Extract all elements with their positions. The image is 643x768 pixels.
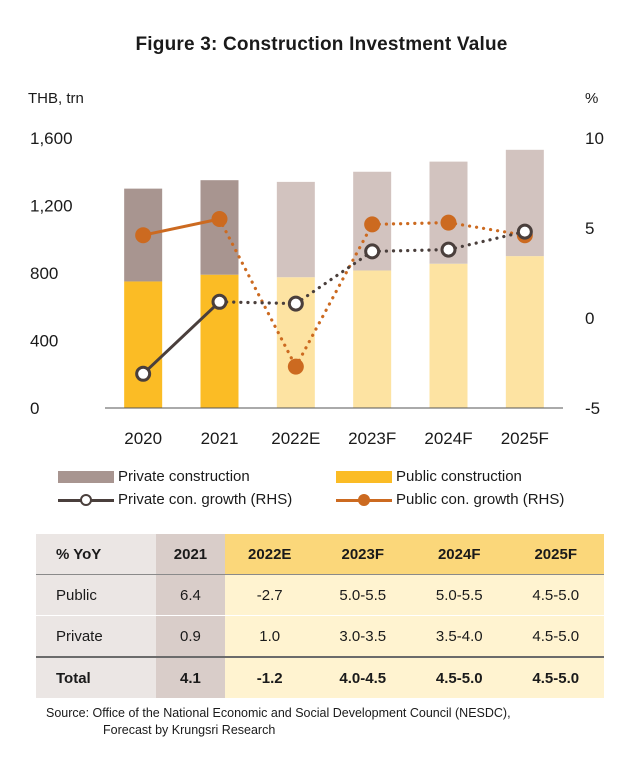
- x-tick-label: 2025F: [501, 429, 549, 448]
- source-note: Source: Office of the National Economic …: [46, 705, 511, 739]
- bar-private-construction: [276, 181, 315, 278]
- table-row: Public 6.4 -2.7 5.0-5.5 5.0-5.5 4.5-5.0: [36, 574, 604, 616]
- table-header-cell: % YoY: [36, 534, 156, 575]
- table-cell: 3.0-3.5: [314, 615, 411, 657]
- table-cell: 4.1: [156, 656, 225, 698]
- legend-swatch-public-growth: [336, 493, 392, 506]
- y-left-tick-label: 800: [30, 264, 58, 283]
- table-cell: -1.2: [224, 656, 315, 698]
- bar-public-construction: [124, 281, 163, 408]
- y-right-tick-label: -5: [585, 399, 600, 418]
- public-growth-point: [440, 214, 457, 231]
- legend-label-public-growth: Public con. growth (RHS): [396, 491, 565, 508]
- public-growth-point: [211, 211, 228, 227]
- private-growth-segment: [370, 248, 451, 253]
- bar-public-construction: [505, 256, 544, 408]
- private-growth-segment: [446, 230, 527, 252]
- legend-label-private-construction: Private construction: [118, 468, 250, 485]
- table-row-total: Total 4.1 -1.2 4.0-4.5 4.5-5.0 4.5-5.0: [36, 656, 604, 698]
- table-cell: 4.5-5.0: [507, 574, 604, 616]
- table-cell: 5.0-5.5: [411, 574, 508, 616]
- table-cell: 4.5-5.0: [507, 615, 604, 657]
- y-left-axis-title: THB, trn: [28, 90, 84, 107]
- table-cell: 4.5-5.0: [411, 656, 508, 698]
- legend-private-construction: Private construction: [58, 468, 250, 485]
- table-cell: 5.0-5.5: [314, 574, 411, 616]
- source-line-1: Source: Office of the National Economic …: [46, 706, 511, 720]
- private-growth-point: [364, 243, 381, 260]
- source-line-2: Forecast by Krungsri Research: [103, 723, 276, 737]
- public-growth-point: [287, 358, 304, 375]
- public-growth-point: [364, 216, 381, 233]
- table-cell: 6.4: [156, 574, 225, 616]
- y-right-tick-label: 0: [585, 309, 594, 328]
- x-tick-label: 2023F: [348, 429, 396, 448]
- yoy-table: % YoY 2021 2022E 2023F 2024F 2025F Publi…: [36, 534, 604, 698]
- public-growth-point: [135, 227, 152, 244]
- table-cell: 4.5-5.0: [507, 656, 604, 698]
- legend-public-construction: Public construction: [336, 468, 522, 485]
- y-left-tick-label: 0: [30, 399, 39, 418]
- private-growth-segment: [294, 249, 374, 306]
- y-right-tick-label: 10: [585, 129, 604, 148]
- table-header-cell: 2025F: [507, 534, 604, 575]
- table-cell: 1.0: [224, 615, 315, 657]
- table-cell: -2.7: [224, 574, 315, 616]
- private-growth-point: [287, 295, 304, 312]
- y-right-axis-title: %: [585, 90, 598, 107]
- y-left-tick-label: 400: [30, 332, 58, 351]
- public-growth-segment: [294, 222, 374, 369]
- table-cell: Total: [36, 656, 156, 698]
- table-cell: 0.9: [156, 615, 225, 657]
- x-tick-label: 2024F: [424, 429, 472, 448]
- x-tick-label: 2022E: [271, 429, 320, 448]
- table-cell: 3.5-4.0: [411, 615, 508, 657]
- table-cell: Public: [36, 574, 156, 616]
- public-growth-segment: [141, 217, 221, 237]
- bar-private-construction: [200, 180, 239, 275]
- table-header-cell: 2024F: [411, 534, 508, 575]
- private-growth-point: [135, 365, 152, 382]
- legend-label-public-construction: Public construction: [396, 468, 522, 485]
- legend-public-growth: Public con. growth (RHS): [336, 491, 564, 508]
- public-growth-segment: [370, 221, 451, 226]
- table-header-row: % YoY 2021 2022E 2023F 2024F 2025F: [36, 534, 604, 575]
- table-header-cell: 2023F: [314, 534, 411, 575]
- private-growth-point: [440, 241, 457, 258]
- chart-svg: THB, trn % 0 400 800 1,200 1,600 -5 0 5 10 2020 2021…: [28, 90, 604, 448]
- legend-swatch-private-growth: [58, 493, 114, 506]
- y-right-tick-label: 5: [585, 219, 594, 238]
- legend-swatch-public-construction: [336, 470, 392, 483]
- table-cell: 4.0-4.5: [314, 656, 411, 698]
- legend-label-private-growth: Private con. growth (RHS): [118, 491, 293, 508]
- private-growth-point: [516, 223, 533, 240]
- private-growth-point: [211, 293, 228, 310]
- private-growth-segment: [141, 300, 221, 376]
- x-tick-label: 2020: [124, 429, 162, 448]
- table-row: Private 0.9 1.0 3.0-3.5 3.5-4.0 4.5-5.0: [36, 615, 604, 657]
- table-header-cell: 2022E: [224, 534, 315, 575]
- public-growth-segment: [217, 217, 298, 369]
- table-cell: Private: [36, 615, 156, 657]
- bar-public-construction: [429, 263, 468, 408]
- chart-title: Figure 3: Construction Investment Value: [135, 34, 508, 55]
- legend-private-growth: Private con. growth (RHS): [58, 491, 292, 508]
- y-left-tick-label: 1,200: [30, 197, 73, 216]
- table-header-cell: 2021: [156, 534, 225, 575]
- public-growth-segment: [446, 221, 527, 237]
- x-tick-label: 2021: [201, 429, 239, 448]
- y-left-tick-label: 1,600: [30, 129, 73, 148]
- bar-public-construction: [353, 270, 392, 408]
- private-growth-segment: [217, 300, 298, 306]
- legend-swatch-private-construction: [58, 470, 114, 483]
